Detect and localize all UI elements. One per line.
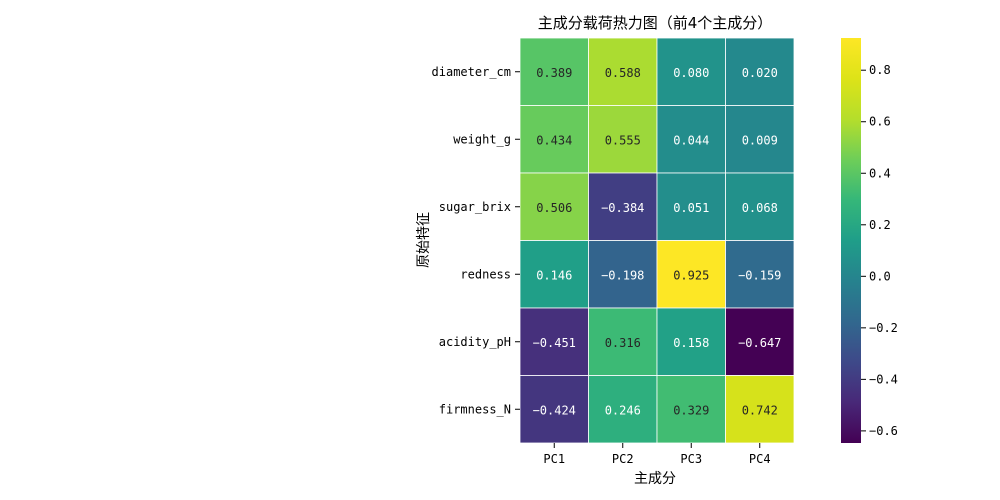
colorbar-tick-label: −0.4 [869,372,898,386]
column-labels: PC1 PC2 PC3 PC4 [543,443,771,466]
cell-value-label: −0.198 [601,268,644,282]
cell-value-label: 0.742 [742,403,778,417]
heatmap-cell [725,375,795,444]
heatmap-cell [725,240,795,309]
colorbar-tick-label: −0.6 [869,424,898,438]
chart-title: 主成分载荷热力图（前4个主成分） [538,14,773,32]
heatmap-cell [656,37,726,106]
heatmap-cell [725,172,795,241]
row-label: diameter_cm [432,65,511,79]
cell-value-label: −0.451 [533,336,576,350]
colorbar-tick-label: 0.0 [869,269,891,283]
cell-value-label: 0.925 [673,268,709,282]
heatmap-cell [725,105,795,174]
cell-value-label: 0.158 [673,336,709,350]
colorbar-ticks: 0.8 0.6 0.4 0.2 0.0 −0.2 −0.4 −0.6 [861,63,898,438]
cell-value-label: 0.051 [673,201,709,215]
heatmap-cell [519,375,589,444]
heatmap-cell [588,307,658,376]
heatmap-cell [519,37,589,106]
y-axis-label: 原始特征 [416,212,432,268]
column-label: PC4 [749,452,771,466]
cell-value-label: 0.588 [605,66,641,80]
cell-value-label: 0.316 [605,336,641,350]
colorbar [841,38,861,443]
cell-value-label: 0.389 [536,66,572,80]
heatmap-cell [519,240,589,309]
cell-value-label: −0.159 [738,268,781,282]
row-label: sugar_brix [439,200,511,214]
row-label: acidity_pH [439,335,511,349]
row-label: redness [460,267,511,281]
colorbar-tick-label: 0.6 [869,115,891,129]
cell-value-label: −0.647 [738,336,781,350]
heatmap-cell [656,375,726,444]
cell-value-label: −0.424 [533,403,576,417]
cell-value-label: 0.555 [605,133,641,147]
cell-value-label: 0.329 [673,403,709,417]
cell-value-label: 0.146 [536,268,572,282]
colorbar-tick-label: 0.2 [869,218,891,232]
heatmap-cell [588,375,658,444]
colorbar-tick-label: 0.4 [869,166,891,180]
column-label: PC1 [543,452,565,466]
colorbar-tick-label: −0.2 [869,321,898,335]
heatmap-cell [519,105,589,174]
cell-value-label: 0.020 [742,66,778,80]
heatmap-cell [725,307,795,376]
cell-value-label: 0.068 [742,201,778,215]
heatmap-cell [588,37,658,106]
row-label: weight_g [453,132,511,146]
cell-value-label: 0.044 [673,133,709,147]
heatmap-cells: 0.389 0.588 0.080 0.020 0.434 0.555 0.044 0.009… [519,37,795,444]
row-label: firmness_N [439,402,511,416]
x-axis-label: 主成分 [634,471,676,487]
colorbar-tick-label: 0.8 [869,63,891,77]
cell-value-label: 0.434 [536,133,572,147]
cell-value-label: 0.506 [536,201,572,215]
cell-value-label: 0.246 [605,403,641,417]
heatmap-cell [588,240,658,309]
cell-value-label: 0.080 [673,66,709,80]
heatmap-cell [656,307,726,376]
cell-value-label: −0.384 [601,201,644,215]
heatmap-cell [588,172,658,241]
heatmap-cell [725,37,795,106]
cell-value-label: 0.009 [742,133,778,147]
column-label: PC2 [612,452,634,466]
heatmap-cell [519,307,589,376]
heatmap-cell [588,105,658,174]
column-label: PC3 [680,452,702,466]
